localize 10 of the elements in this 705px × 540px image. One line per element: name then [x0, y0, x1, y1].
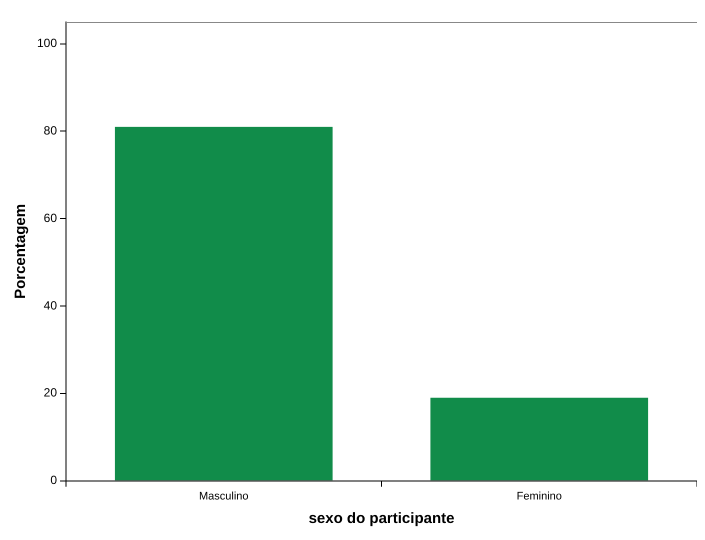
y-tick-label: 0: [50, 473, 58, 488]
y-tick-label: 20: [44, 386, 58, 400]
x-axis-title: sexo do participante: [308, 510, 454, 528]
y-tick-label: 80: [44, 124, 58, 138]
x-tick-label: Feminino: [516, 490, 562, 502]
x-tick-label: Masculino: [199, 490, 249, 502]
y-tick-label: 60: [44, 210, 58, 225]
y-tick-label: 40: [44, 298, 58, 312]
y-axis-title: Porcentagem: [12, 204, 30, 299]
y-tick-label: 100: [36, 36, 58, 50]
